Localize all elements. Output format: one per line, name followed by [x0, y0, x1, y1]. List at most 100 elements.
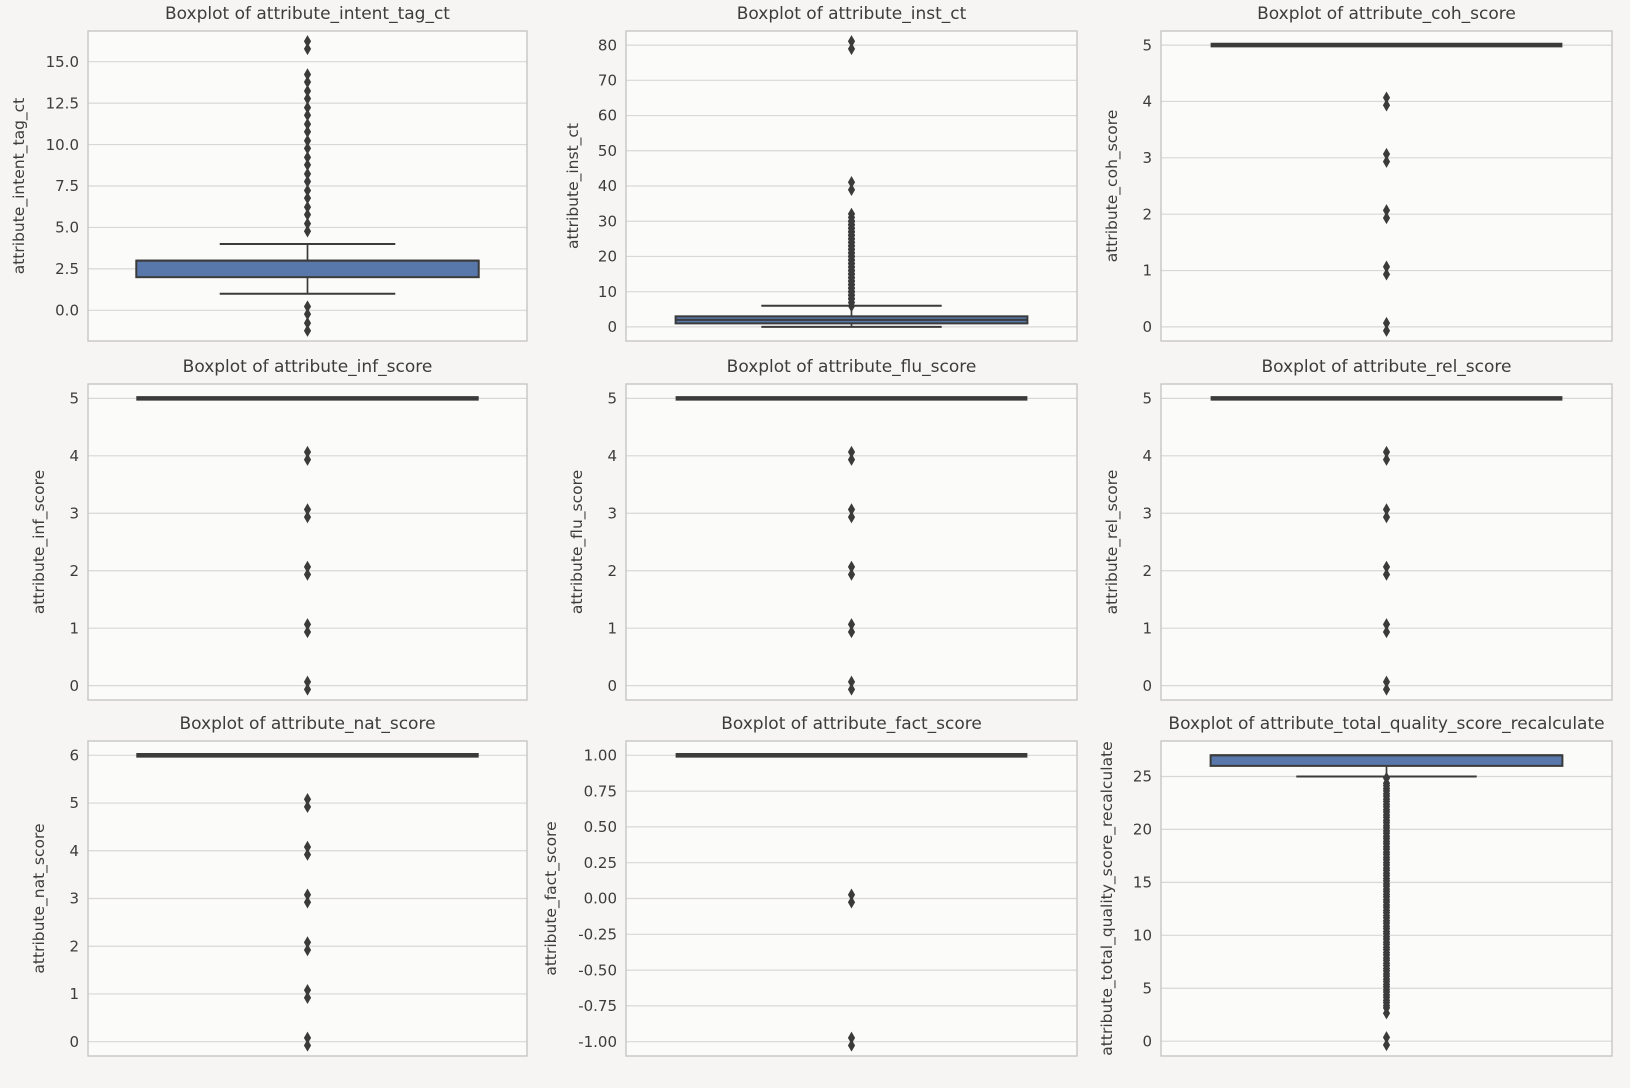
outlier-marker — [303, 217, 312, 230]
y-tick-label: 0 — [1142, 677, 1152, 695]
y-tick-label: 0.00 — [584, 890, 617, 908]
subplot-fact_score: -1.00 -0.75 -0.50 -0.25 0.00 0.25 0.50 0.75 1.00… — [542, 714, 1078, 1057]
y-tick-label: 10 — [598, 283, 617, 301]
y-tick-label: 3 — [1142, 504, 1152, 522]
y-tick-label: 3 — [69, 504, 79, 522]
outlier-marker — [303, 800, 312, 814]
outlier-marker — [303, 568, 312, 581]
y-tick-label: 10 — [1133, 926, 1152, 944]
y-tick-label: 5 — [69, 794, 79, 812]
y-tick-label: 50 — [598, 142, 617, 160]
outliers — [1382, 91, 1391, 337]
box-group — [674, 304, 1029, 328]
outlier-marker — [1382, 155, 1391, 168]
outlier-marker — [847, 35, 856, 48]
outlier-marker — [303, 1039, 312, 1052]
outliers — [1382, 771, 1391, 1052]
y-tick-label: -1.00 — [578, 1033, 617, 1051]
box-group — [135, 243, 480, 295]
outlier-marker — [303, 101, 312, 114]
y-axis-label: attribute_inst_ct — [564, 123, 583, 249]
outlier-marker — [847, 215, 856, 228]
outlier-marker — [1382, 147, 1391, 161]
outlier-marker — [303, 191, 312, 205]
y-tick-label: -0.75 — [578, 997, 617, 1015]
subplot-title: Boxplot of attribute_total_quality_score… — [1168, 714, 1604, 734]
outlier-marker — [303, 225, 312, 238]
subplot-title: Boxplot of attribute_inf_score — [183, 357, 433, 377]
outlier-marker — [1382, 618, 1391, 631]
outlier-marker — [303, 92, 312, 105]
outlier-marker — [303, 560, 312, 574]
y-axis-label: attribute_fact_score — [542, 821, 561, 975]
outlier-marker — [847, 183, 856, 196]
outlier-marker — [847, 207, 856, 221]
subplot-flu_score: 0 1 2 3 4 5 Boxplot of attribute_flu_scoreattr… — [568, 357, 1078, 701]
axes-frame — [1160, 30, 1613, 342]
y-tick-label: 4 — [607, 447, 617, 465]
subplot-inst_ct: 0 10 20 30 40 50 60 70 80 Boxplot of attribute_in… — [564, 4, 1078, 342]
axes-background — [1161, 384, 1612, 700]
y-tick-label: 5 — [607, 390, 617, 408]
outlier-marker — [303, 618, 312, 631]
y-axis-label: attribute_rel_score — [1103, 470, 1122, 615]
y-tick-label: 3 — [69, 890, 79, 908]
outlier-marker — [303, 503, 312, 516]
outlier-marker — [1382, 568, 1391, 581]
subplot-title: Boxplot of attribute_nat_score — [179, 714, 435, 734]
outlier-marker — [303, 888, 312, 901]
y-tick-label: 4 — [69, 842, 79, 860]
subplot-title: Boxplot of attribute_inst_ct — [737, 4, 967, 24]
outlier-marker — [303, 324, 312, 337]
outlier-marker — [847, 683, 856, 696]
y-tick-label: 4 — [69, 447, 79, 465]
outlier-marker — [303, 1031, 312, 1045]
y-tick-label: 0 — [607, 677, 617, 695]
y-tick-label: 25 — [1133, 768, 1152, 786]
outlier-marker — [303, 683, 312, 696]
y-axis-label: attribute_inf_score — [30, 470, 49, 614]
axes-frame — [1160, 740, 1613, 1057]
outlier-marker — [847, 503, 856, 516]
outlier-marker — [303, 158, 312, 172]
outlier-marker — [303, 208, 312, 221]
outlier-marker — [303, 675, 312, 689]
y-axis-label: attribute_intent_tag_ct — [10, 98, 29, 275]
y-tick-label: 1.00 — [584, 747, 617, 765]
y-tick-label: 10.0 — [46, 136, 79, 154]
axes-frame — [1160, 383, 1613, 701]
outlier-marker — [1382, 445, 1391, 459]
y-tick-label: 5 — [1142, 36, 1152, 54]
outlier-marker — [1382, 99, 1391, 112]
axes-frame — [87, 383, 528, 701]
y-tick-label: 2 — [607, 562, 617, 580]
y-axis-label: attribute_coh_score — [1103, 110, 1122, 263]
outlier-marker — [303, 793, 312, 806]
outlier-marker — [847, 568, 856, 581]
y-tick-label: 1 — [69, 619, 79, 637]
y-tick-label: 5 — [1142, 979, 1152, 997]
outlier-marker — [847, 618, 856, 631]
axes-frame — [625, 740, 1078, 1057]
outlier-marker — [303, 75, 312, 89]
y-tick-label: 5 — [1142, 390, 1152, 408]
y-tick-label: 60 — [598, 107, 617, 125]
outlier-marker — [303, 134, 312, 147]
outlier-marker — [303, 184, 312, 197]
outlier-marker — [1382, 1031, 1391, 1044]
outlier-marker — [303, 936, 312, 949]
outlier-marker — [303, 983, 312, 997]
y-tick-label: 3 — [607, 504, 617, 522]
y-tick-label: 5.0 — [55, 219, 79, 237]
outlier-marker — [303, 625, 312, 639]
outlier-marker — [847, 176, 856, 189]
y-tick-label: 20 — [598, 248, 617, 266]
subplot-coh_score: 0 1 2 3 4 5 Boxplot of attribute_coh_scoreattr… — [1103, 4, 1613, 342]
y-tick-label: 15.0 — [46, 53, 79, 71]
y-tick-label: 4 — [1142, 447, 1152, 465]
outlier-marker — [1382, 211, 1391, 225]
y-tick-label: 20 — [1133, 821, 1152, 839]
outlier-marker — [303, 300, 312, 313]
outlier-marker — [303, 142, 312, 155]
